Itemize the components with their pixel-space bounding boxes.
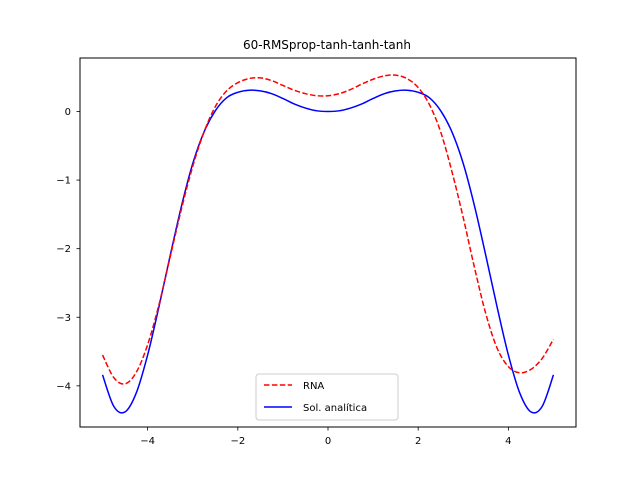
series-line-rna — [101, 74, 555, 385]
y-tick-label: −1 — [56, 176, 71, 187]
y-tick-label: −4 — [56, 381, 71, 392]
x-tick-label: −4 — [140, 436, 155, 447]
legend: RNA Sol. analítica — [255, 373, 399, 421]
chart-title: 60-RMSprop-tanh-tanh-tanh — [243, 38, 411, 52]
x-tick-label: 0 — [325, 436, 331, 447]
x-tick-label: 2 — [415, 436, 421, 447]
legend-label-rna: RNA — [303, 381, 324, 392]
y-tick-label: −3 — [56, 313, 71, 324]
y-tick-label: −2 — [56, 244, 71, 255]
x-tick-label: 4 — [505, 436, 511, 447]
x-tick-label: −2 — [230, 436, 245, 447]
axes: −4 −2 0 2 4 −4 −3 −2 −1 0 — [56, 107, 511, 447]
y-tick-label: 0 — [65, 107, 71, 118]
legend-label-analytic: Sol. analítica — [303, 402, 367, 414]
plot-area — [101, 74, 555, 414]
